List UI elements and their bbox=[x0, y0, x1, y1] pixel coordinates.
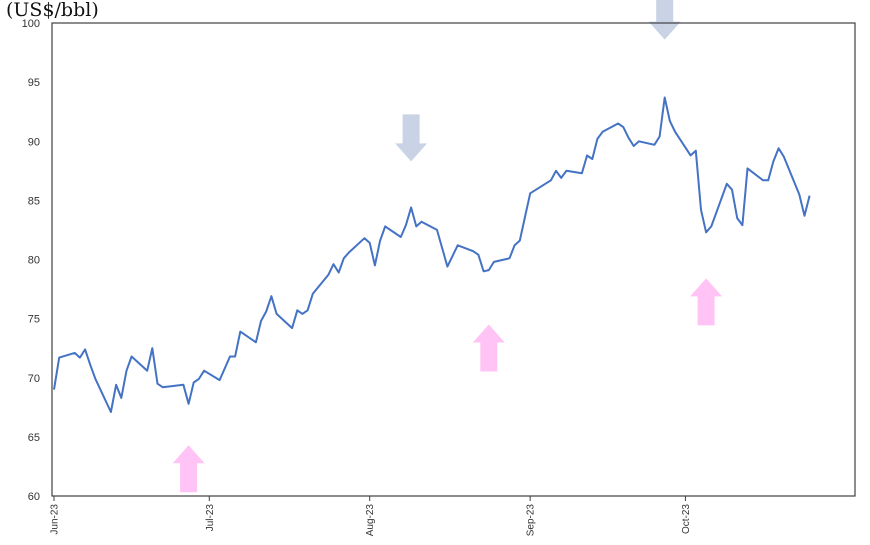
y-tick-label: 85 bbox=[28, 195, 40, 207]
x-axis-ticks: Jun-23 Jul-23 Aug-23 Sep-23 Oct-23 bbox=[50, 496, 692, 536]
y-tick-label: 90 bbox=[28, 136, 40, 148]
down-arrow-annotation bbox=[395, 114, 428, 162]
x-tick-label: Jul-23 bbox=[205, 504, 216, 532]
y-tick-label: 60 bbox=[28, 491, 40, 503]
y-tick-label: 80 bbox=[28, 255, 40, 267]
plot-area-frame bbox=[51, 22, 856, 497]
y-tick-label: 75 bbox=[28, 314, 40, 326]
x-tick-label: Oct-23 bbox=[681, 504, 692, 534]
y-axis-unit-label: (US$/bbl) bbox=[6, 0, 99, 21]
y-tick-label: 70 bbox=[28, 373, 40, 385]
y-tick-label: 95 bbox=[28, 77, 40, 89]
y-tick-label: 100 bbox=[22, 18, 40, 30]
y-tick-label: 65 bbox=[28, 432, 40, 444]
annotation-arrows bbox=[172, 0, 723, 493]
x-tick-label: Aug-23 bbox=[365, 504, 376, 537]
x-tick-label: Sep-23 bbox=[526, 504, 537, 537]
up-arrow-annotation bbox=[690, 278, 723, 326]
x-tick-label: Jun-23 bbox=[50, 504, 61, 535]
up-arrow-annotation bbox=[172, 445, 205, 493]
down-arrow-annotation bbox=[648, 0, 681, 40]
series-group bbox=[53, 96, 811, 413]
y-axis-ticks: 60 65 70 75 80 85 90 95 100 bbox=[22, 18, 40, 503]
series-line bbox=[53, 96, 811, 413]
up-arrow-annotation bbox=[472, 324, 505, 372]
